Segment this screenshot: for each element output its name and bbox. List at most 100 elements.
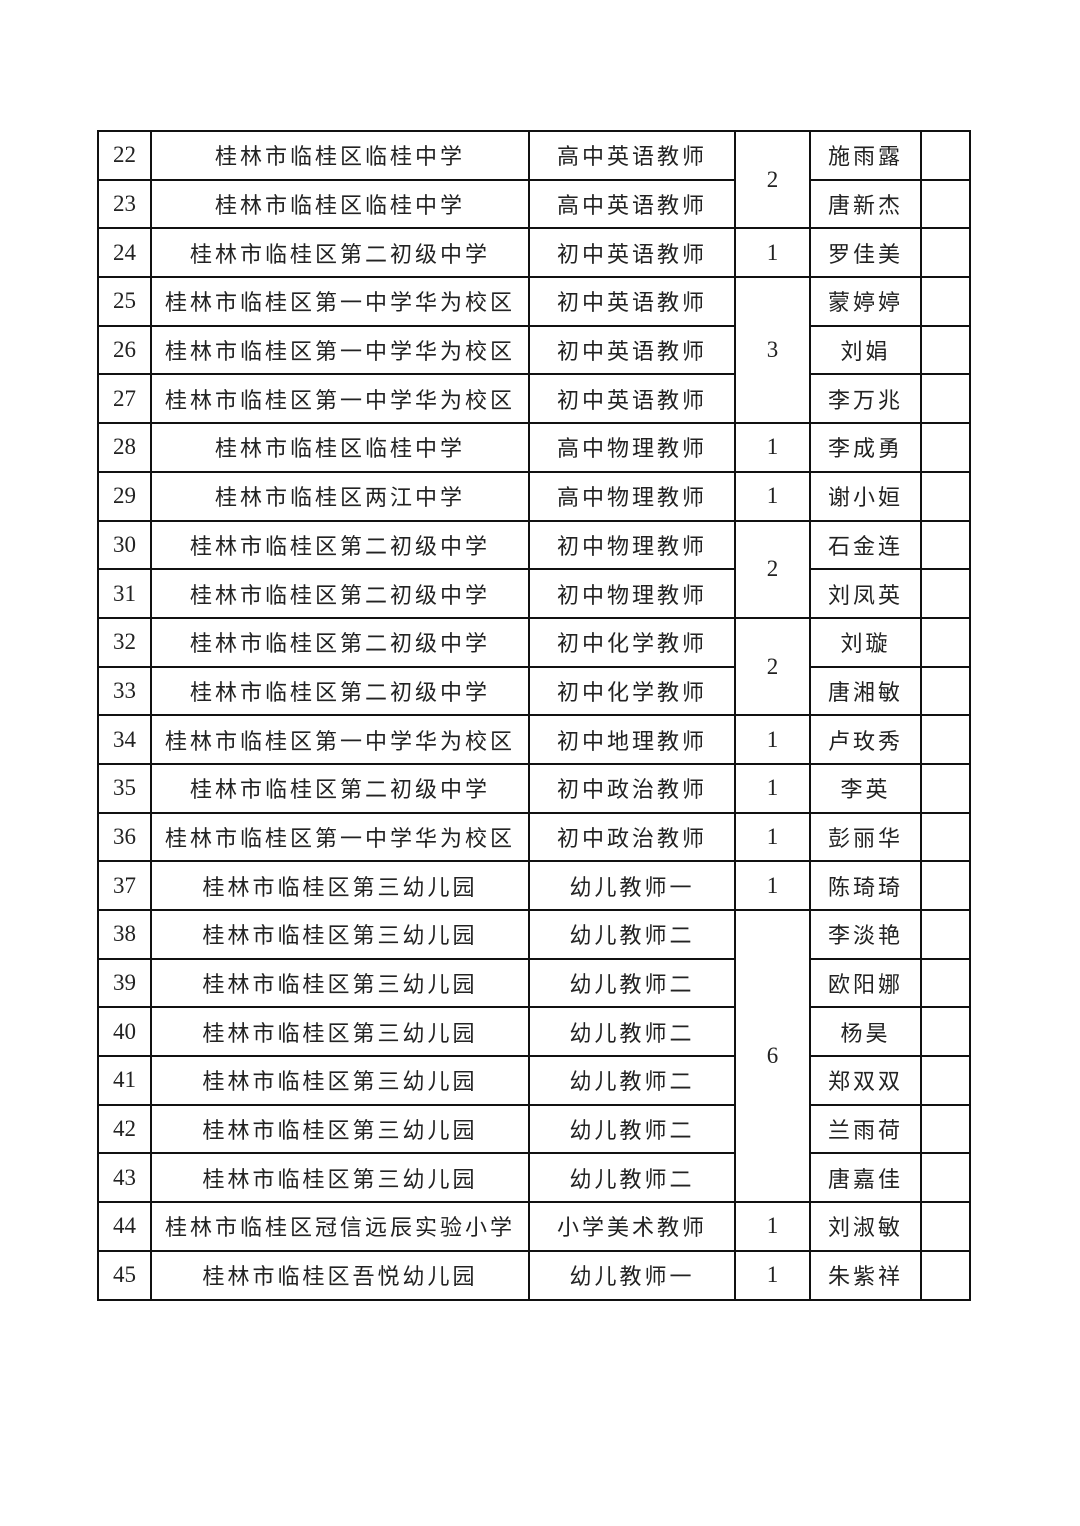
table-row: 22 桂林市临桂区临桂中学 高中英语教师 2 施雨露 [97,129,971,230]
table-row: 33 桂林市临桂区第二初级中学 初中化学教师 唐湘敏 [97,665,971,717]
row-number: 37 [97,860,152,911]
row-number: 22 [97,130,152,181]
table-row: 43 桂林市临桂区第三幼儿园 幼儿教师二 唐嘉佳 [97,1152,971,1204]
name-cell: 欧阳娜 [809,957,922,1009]
school-cell: 桂林市临桂区第一中学华为校区 [150,373,530,425]
quota-cell: 1 [734,860,811,911]
quota-cell: 1 [734,714,811,765]
name-cell: 杨昊 [809,1006,922,1058]
school-cell: 桂林市临桂区第一中学华为校区 [150,324,530,376]
table-row: 35 桂林市临桂区第二初级中学 初中政治教师 1 李英 [97,762,971,814]
row-number: 36 [97,811,152,863]
row-number: 44 [97,1201,152,1252]
name-cell: 唐新杰 [809,178,922,230]
position-cell: 初中物理教师 [528,568,736,619]
remarks-cell [920,1055,971,1106]
name-cell: 唐嘉佳 [809,1152,922,1204]
school-cell: 桂林市临桂区第一中学华为校区 [150,276,530,327]
position-cell: 小学美术教师 [528,1201,736,1252]
school-cell: 桂林市临桂区两江中学 [150,470,530,522]
quota-cell: 2 [734,616,811,717]
school-cell: 桂林市临桂区临桂中学 [150,130,530,181]
table-row: 31 桂林市临桂区第二初级中学 初中物理教师 刘凤英 [97,568,971,619]
position-cell: 初中英语教师 [528,373,736,425]
school-cell: 桂林市临桂区吾悦幼儿园 [150,1249,530,1301]
table-row: 42 桂林市临桂区第三幼儿园 幼儿教师二 兰雨荷 [97,1103,971,1155]
name-cell: 罗佳美 [809,227,922,279]
school-cell: 桂林市临桂区第三幼儿园 [150,860,530,911]
name-cell: 蒙婷婷 [809,276,922,327]
remarks-cell [920,568,971,619]
row-number: 30 [97,519,152,571]
quota-cell: 1 [734,762,811,814]
table-row: 34 桂林市临桂区第一中学华为校区 初中地理教师 1 卢玫秀 [97,714,971,765]
position-cell: 初中化学教师 [528,616,736,668]
position-cell: 初中英语教师 [528,276,736,327]
school-cell: 桂林市临桂区第三幼儿园 [150,1055,530,1106]
position-cell: 初中政治教师 [528,811,736,863]
quota-cell: 6 [734,908,811,1204]
row-number: 26 [97,324,152,376]
remarks-cell [920,665,971,717]
table-row: 27 桂林市临桂区第一中学华为校区 初中英语教师 李万兆 [97,373,971,425]
position-cell: 高中物理教师 [528,470,736,522]
quota-cell: 1 [734,470,811,522]
position-cell: 初中英语教师 [528,324,736,376]
table-row: 36 桂林市临桂区第一中学华为校区 初中政治教师 1 彭丽华 [97,811,971,863]
school-cell: 桂林市临桂区第一中学华为校区 [150,714,530,765]
row-number: 42 [97,1103,152,1155]
quota-cell: 1 [734,1249,811,1301]
quota-cell: 1 [734,811,811,863]
table-row: 37 桂林市临桂区第三幼儿园 幼儿教师一 1 陈琦琦 [97,860,971,911]
position-cell: 初中政治教师 [528,762,736,814]
row-number: 28 [97,422,152,473]
row-number: 40 [97,1006,152,1058]
school-cell: 桂林市临桂区临桂中学 [150,178,530,230]
row-number: 33 [97,665,152,717]
remarks-cell [920,1103,971,1155]
school-cell: 桂林市临桂区第二初级中学 [150,227,530,279]
table-row: 28 桂林市临桂区临桂中学 高中物理教师 1 李成勇 [97,422,971,473]
school-cell: 桂林市临桂区第三幼儿园 [150,1103,530,1155]
name-cell: 卢玫秀 [809,714,922,765]
remarks-cell [920,470,971,522]
school-cell: 桂林市临桂区第三幼儿园 [150,909,530,960]
position-cell: 初中英语教师 [528,227,736,279]
recruitment-table: 22 桂林市临桂区临桂中学 高中英语教师 2 施雨露 23 桂林市临桂区临桂中学 高中英语教师… [97,129,971,1301]
remarks-cell [920,1201,971,1252]
remarks-cell [920,324,971,376]
name-cell: 李淡艳 [809,909,922,960]
table-row: 41 桂林市临桂区第三幼儿园 幼儿教师二 郑双双 [97,1055,971,1106]
position-cell: 初中化学教师 [528,665,736,717]
school-cell: 桂林市临桂区第二初级中学 [150,519,530,571]
quota-cell: 2 [734,519,811,619]
remarks-cell [920,373,971,425]
table-row: 25 桂林市临桂区第一中学华为校区 初中英语教师 3 蒙婷婷 [97,276,971,425]
remarks-cell [920,1249,971,1301]
quota-cell: 1 [734,227,811,279]
name-cell: 李万兆 [809,373,922,425]
table-row: 29 桂林市临桂区两江中学 高中物理教师 1 谢小姮 [97,470,971,522]
row-number: 27 [97,373,152,425]
remarks-cell [920,860,971,911]
table-row: 40 桂林市临桂区第三幼儿园 幼儿教师二 杨昊 [97,1006,971,1058]
row-number: 45 [97,1249,152,1301]
school-cell: 桂林市临桂区第二初级中学 [150,568,530,619]
row-number: 38 [97,909,152,960]
position-cell: 幼儿教师一 [528,860,736,911]
table-row: 44 桂林市临桂区冠信远辰实验小学 小学美术教师 1 刘淑敏 [97,1201,971,1252]
table-row: 32 桂林市临桂区第二初级中学 初中化学教师 2 刘璇 [97,616,971,717]
remarks-cell [920,178,971,230]
name-cell: 朱紫祥 [809,1249,922,1301]
name-cell: 刘淑敏 [809,1201,922,1252]
row-number: 35 [97,762,152,814]
table-row: 26 桂林市临桂区第一中学华为校区 初中英语教师 刘娟 [97,324,971,376]
row-number: 25 [97,276,152,327]
school-cell: 桂林市临桂区第二初级中学 [150,665,530,717]
school-cell: 桂林市临桂区第三幼儿园 [150,1152,530,1204]
name-cell: 施雨露 [809,130,922,181]
table-row: 23 桂林市临桂区临桂中学 高中英语教师 唐新杰 [97,178,971,230]
row-number: 31 [97,568,152,619]
table-row: 30 桂林市临桂区第二初级中学 初中物理教师 2 石金连 [97,519,971,619]
school-cell: 桂林市临桂区第二初级中学 [150,762,530,814]
